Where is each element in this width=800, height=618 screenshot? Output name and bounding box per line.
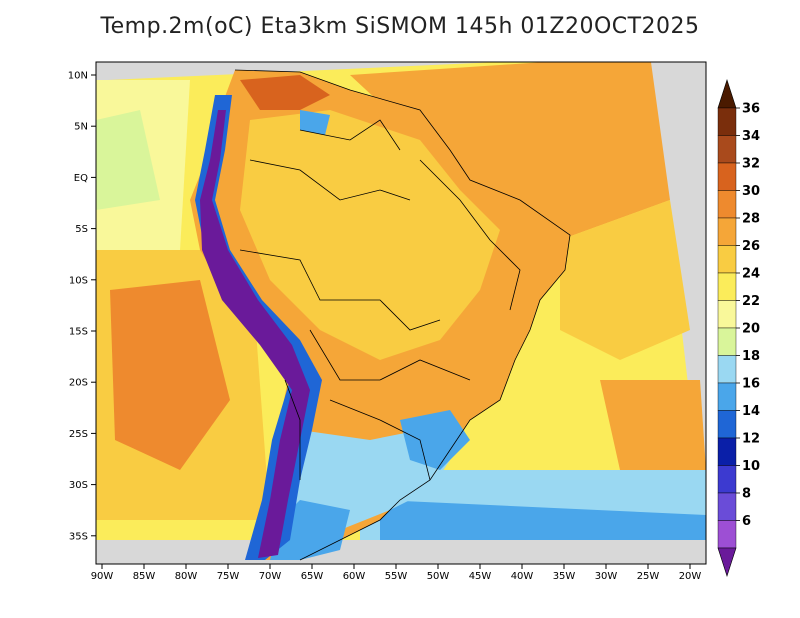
ocean-pacific-cool	[96, 110, 160, 210]
lat-tick-label: EQ	[74, 173, 88, 184]
colorbar-label: 16	[742, 377, 760, 392]
country-borders	[234, 69, 571, 561]
colorbar-segment	[717, 437, 737, 466]
lat-tick-label: 5N	[74, 122, 88, 133]
lon-tick-label: 75W	[217, 571, 240, 582]
lon-tick-label: 40W	[511, 571, 534, 582]
lon-tick-label: 50W	[427, 571, 450, 582]
lat-tick-label: 10S	[69, 275, 88, 286]
colorbar-label: 34	[742, 129, 760, 144]
colorbar-segment	[717, 107, 737, 136]
colorbar-label: 6	[742, 514, 751, 529]
colorbar-segment	[717, 300, 737, 329]
colorbar-label: 30	[742, 184, 760, 199]
colorbar-label: 12	[742, 432, 760, 447]
colorbar-label: 14	[742, 404, 760, 419]
lon-tick-label: 20W	[679, 571, 702, 582]
colorbar-segment	[717, 135, 737, 164]
colorbar-segment	[717, 272, 737, 301]
colorbar-segment	[717, 410, 737, 439]
lat-tick-label: 15S	[69, 327, 88, 338]
colorbar-label: 10	[742, 459, 760, 474]
lon-tick-label: 30W	[595, 571, 618, 582]
lon-tick-label: 25W	[637, 571, 660, 582]
lon-tick-label: 70W	[259, 571, 282, 582]
colorbar-segment	[717, 465, 737, 494]
lat-tick-label: 35S	[69, 531, 88, 542]
ocean-pacific-warm	[110, 280, 230, 470]
colorbar-label: 24	[742, 267, 760, 282]
ocean-atlantic-central	[560, 200, 690, 360]
land-interior-mild	[240, 110, 500, 360]
map-frame	[95, 61, 707, 565]
colorbar-segment	[717, 245, 737, 274]
colorbar-label: 32	[742, 157, 760, 172]
lon-tick-label: 65W	[301, 571, 324, 582]
map-area	[96, 62, 706, 564]
lat-tick-label: 5S	[75, 224, 88, 235]
lon-tick-label: 85W	[133, 571, 156, 582]
colorbar-segment	[717, 355, 737, 384]
lon-tick-label: 55W	[385, 571, 408, 582]
colorbar-segment	[717, 190, 737, 219]
colorbar-segment	[717, 520, 737, 549]
ocean-south-cold	[380, 500, 706, 540]
map-title: Temp.2m(oC) Eta3km SiSMOM 145h 01Z20OCT2…	[100, 14, 700, 39]
ocean-atlantic-south-warm	[600, 380, 706, 470]
colorbar-bottom-arrow	[717, 547, 737, 577]
colorbar-label: 18	[742, 349, 760, 364]
colorbar-segment	[717, 382, 737, 411]
colorbar-label: 28	[742, 212, 760, 227]
lat-tick-label: 20S	[69, 378, 88, 389]
lat-tick-label: 10N	[68, 71, 88, 82]
lon-tick-label: 45W	[469, 571, 492, 582]
lon-tick-label: 35W	[553, 571, 576, 582]
colorbar-label: 26	[742, 239, 760, 254]
colorbar-segment	[717, 162, 737, 191]
hot-region-north	[240, 75, 330, 110]
colorbar: 36 34 32 30 28 26 24 22 20 18 16 14 12 10 8 6	[717, 79, 760, 577]
cool-spot-venezuela	[300, 110, 330, 135]
colorbar-label: 22	[742, 294, 760, 309]
longitude-axis: 90W 85W 80W 75W 70W 65W 60W 55W 50W 45W 40W 35W 30W 2…	[91, 564, 702, 582]
latitude-axis: 10N 5N EQ 5S 10S 15S 20S 25S 30S 35S	[68, 71, 96, 542]
lat-tick-label: 30S	[69, 480, 88, 491]
lat-tick-label: 25S	[69, 429, 88, 440]
andes-cold-core	[200, 110, 310, 558]
lon-tick-label: 80W	[175, 571, 198, 582]
lon-tick-label: 90W	[91, 571, 114, 582]
colorbar-top-arrow	[717, 79, 737, 109]
colorbar-segment	[717, 217, 737, 246]
colorbar-label: 8	[742, 487, 751, 502]
colorbar-label: 36	[742, 102, 760, 117]
ocean-warm-north	[350, 62, 670, 240]
colorbar-label: 20	[742, 322, 760, 337]
colorbar-segment	[717, 327, 737, 356]
colorbar-segment	[717, 492, 737, 521]
land-southeast-cold	[400, 410, 470, 470]
lon-tick-label: 60W	[343, 571, 366, 582]
